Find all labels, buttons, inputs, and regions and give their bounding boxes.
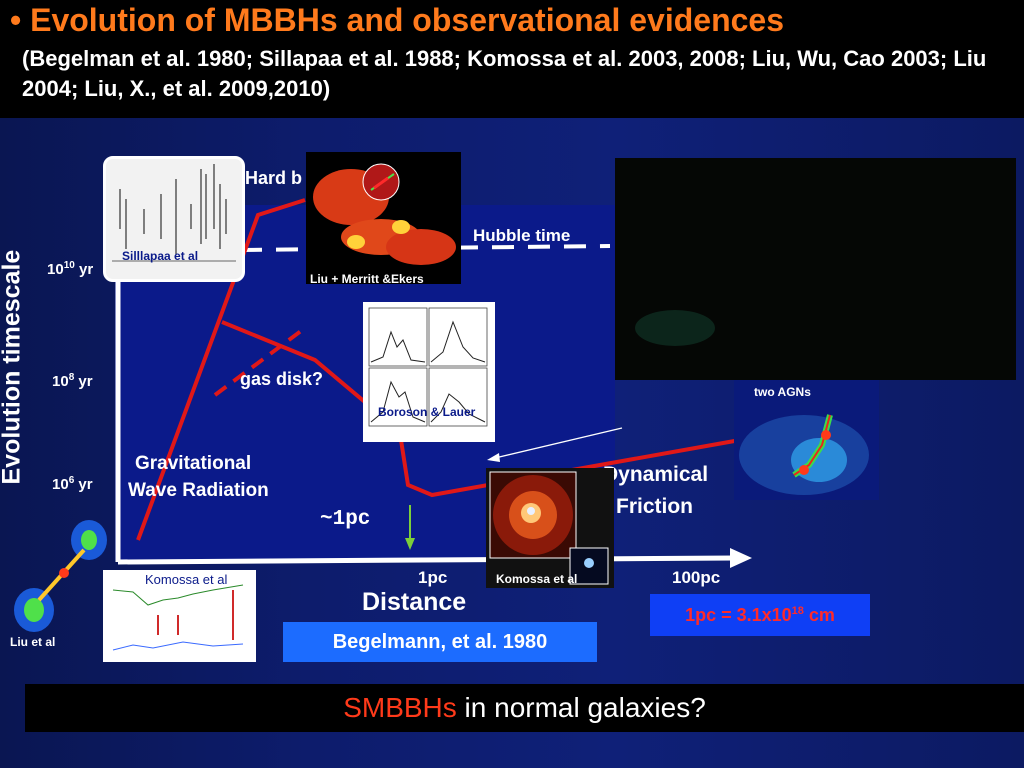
radio-jet-image: Liu et al <box>4 515 112 655</box>
friction-label: Friction <box>616 495 693 518</box>
x-axis-label: Distance <box>362 588 467 616</box>
radio-jet-map <box>14 520 107 632</box>
ytick-1e8: 108 yr <box>52 372 93 390</box>
ytick-1e6: 106 yr <box>52 475 93 493</box>
y-axis-label: Evolution timescale <box>0 249 26 485</box>
citation-box: Begelmann, et al. 1980 <box>283 622 597 662</box>
xray-spectrum-plot <box>112 584 244 651</box>
hubble-time-label: Hubble time <box>473 226 571 245</box>
gw-curve <box>136 198 306 541</box>
slide-title: • Evolution of MBBHs and observational e… <box>10 2 784 39</box>
komossa-spec-caption: Komossa et al <box>145 572 228 587</box>
pointer-arrow <box>494 427 623 459</box>
title-main: Evolution of MBBHs and observational evi… <box>30 2 785 38</box>
footer-highlight: SMBBHs <box>343 692 457 723</box>
nucleus-image: Komossa et al <box>486 468 614 588</box>
footer-bar: SMBBHs in normal galaxies? <box>25 684 1024 732</box>
spectra-plot <box>368 307 488 427</box>
spectra-image: Boroson & Lauer <box>363 302 495 442</box>
two-agns-map <box>739 414 869 495</box>
dynamical-label: Dynamical <box>603 463 709 486</box>
komossa-center-caption: Komossa et al <box>496 572 578 586</box>
citation-text: Begelmann, et al. 1980 <box>332 630 548 653</box>
unit-text: 1pc = 3.1x1018 cm <box>685 604 835 625</box>
gas-disk-curve <box>213 326 307 397</box>
xtick-1pc: 1pc <box>418 568 448 587</box>
lightcurve-plot <box>112 164 236 262</box>
title-bar <box>0 0 1024 118</box>
sillapaa-lightcurve-image: Silllapaa et al <box>103 156 245 282</box>
radio-galaxy-map <box>313 163 456 265</box>
ytick-1e10: 1010 yr <box>47 260 94 278</box>
onepc-label: ~1pc <box>320 508 371 531</box>
xtick-100pc: 100pc <box>672 568 721 587</box>
title-bullet: • <box>10 2 22 38</box>
gas-disk-label: gas disk? <box>240 369 324 389</box>
xray-spectrum-image: Komossa et al <box>103 570 256 662</box>
galaxy-image-dark <box>615 158 1016 380</box>
gw-label-2: Wave Radiation <box>128 480 269 501</box>
radio-galaxy-image: Liu + Merritt &Ekers <box>306 152 461 284</box>
two-agns-image: two AGNs <box>734 380 879 500</box>
gw-label-1: Gravitational <box>135 453 252 474</box>
x-axis <box>117 555 736 565</box>
boroson-caption: Boroson & Lauer <box>378 405 476 419</box>
nucleus-map <box>489 471 609 585</box>
pointer-arrowhead <box>487 453 500 462</box>
x-axis-arrowhead <box>730 548 752 568</box>
two-agns-caption: two AGNs <box>754 385 811 399</box>
merritt-caption: Liu + Merritt &Ekers <box>310 272 424 284</box>
title-references: (Begelman et al. 1980; Sillapaa et al. 1… <box>22 46 987 101</box>
sillapaa-caption: Silllapaa et al <box>122 249 199 263</box>
liu-caption: Liu et al <box>10 635 56 649</box>
onepc-arrowhead <box>405 538 415 550</box>
hard-binary-label: Hard b <box>245 168 303 188</box>
unit-conversion-box: 1pc = 3.1x1018 cm <box>650 594 870 636</box>
footer-text: in normal galaxies? <box>456 692 706 723</box>
